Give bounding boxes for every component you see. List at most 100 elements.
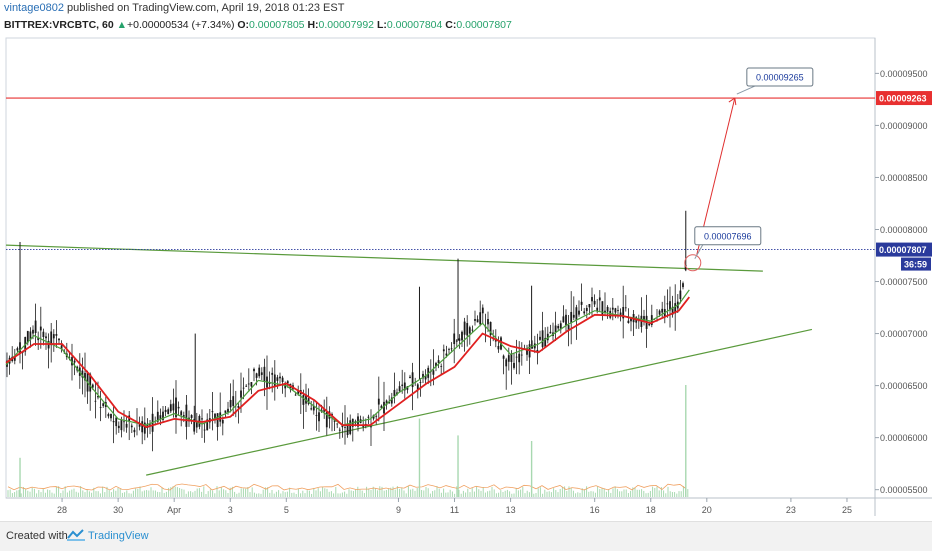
candle-body [206,419,209,431]
candle-body [242,387,245,389]
candle-body [448,349,450,351]
candle-body [450,348,453,350]
candle-body [489,321,492,336]
candle-body [338,429,341,431]
price-tick-label: 0.00007500 [880,277,928,287]
highlight-circle [684,254,702,272]
candle-body [216,413,219,428]
candle-body [211,411,214,413]
candle-body [172,403,175,411]
candle-body [507,355,510,362]
candle-body [346,423,349,435]
candle-body [263,366,266,382]
candle-body [401,384,404,386]
candle-body [591,297,593,302]
candle-body [502,355,505,359]
candle-body [614,308,617,313]
callout-pointer [736,85,756,95]
candle-body [190,415,193,418]
candle-body [138,423,141,427]
candle-body [250,382,253,387]
candle-body [671,306,674,315]
candle-body [567,325,570,331]
trendline-lower [146,328,813,476]
candle-body [362,426,365,427]
candle-body [123,421,125,423]
candle-body [513,362,515,368]
symbol-label: BITTREX:VRCBTC, 60 [4,19,114,31]
time-axis: 28 30 Apr 3 5 9 11 13 16 18 20 23 25 [57,498,852,515]
candle-body [554,325,557,333]
candle-body [598,297,601,301]
candle-body [377,398,380,405]
callout-label: 0.00007696 [704,231,752,241]
candle-body [518,353,521,363]
candle-body [479,312,482,325]
candle-body [130,425,133,428]
candle-body [133,429,136,433]
candle-body [463,321,466,335]
candle-body [624,307,627,309]
candle-body [310,408,313,410]
candle-body [520,354,523,356]
trendline-upper [5,244,763,272]
time-tick-label: 28 [57,505,67,515]
open-value: 0.00007805 [249,19,305,31]
candle-body [481,307,484,314]
high-value: 0.00007992 [318,19,375,31]
candle-body [325,411,328,428]
candle-body [193,419,196,432]
candle-body [383,401,385,414]
author-link[interactable]: vintage0802 [4,2,64,14]
candle-body [416,384,419,390]
candle-body [279,376,281,379]
close-label: C: [445,19,457,31]
candle-body [643,316,645,321]
price-tick-label: 0.00006500 [880,381,928,391]
candle-body [60,345,63,349]
candle-body [29,331,32,340]
price-tick-label: 0.00008500 [880,173,928,183]
tradingview-brand[interactable]: TradingView [88,530,149,542]
candle-body [398,386,401,392]
candle-body [627,320,630,323]
candle-body [385,400,388,405]
candle-body [406,386,409,390]
candle-body [94,400,97,402]
candle-body [91,384,94,388]
time-tick-label: 13 [506,505,516,515]
candle-body [679,290,682,300]
candle-body [102,403,105,406]
candle-body [195,421,198,428]
price-tick-label: 0.00009500 [880,69,928,79]
time-tick-label: Apr [167,505,181,515]
candle-body [229,399,232,408]
candle-body [107,414,110,417]
candle-body [156,411,159,422]
price-tick-label: 0.00006000 [880,433,928,443]
candle-body [419,382,422,384]
candle-body [549,331,552,334]
candle-body [240,390,242,398]
candle-body [468,327,471,334]
candle-body [682,283,684,288]
candle-body [445,353,448,356]
change-arrow-icon: ▲ [116,19,128,31]
time-tick-label: 25 [842,505,852,515]
candle-body [455,340,458,342]
candle-body [146,423,149,428]
change-value: +0.00000534 (+7.34%) [127,19,235,31]
candle-body [393,389,396,397]
candle-body [606,306,609,312]
candle-body [570,311,573,324]
candle-body [585,307,588,312]
candle-body [458,338,461,341]
current-price-tag [876,242,932,257]
candle-body [245,385,248,387]
candle-body [149,424,151,426]
candle-body [367,416,370,418]
candle-body [471,329,474,331]
candle-body [442,349,445,352]
candle-body [16,348,19,351]
